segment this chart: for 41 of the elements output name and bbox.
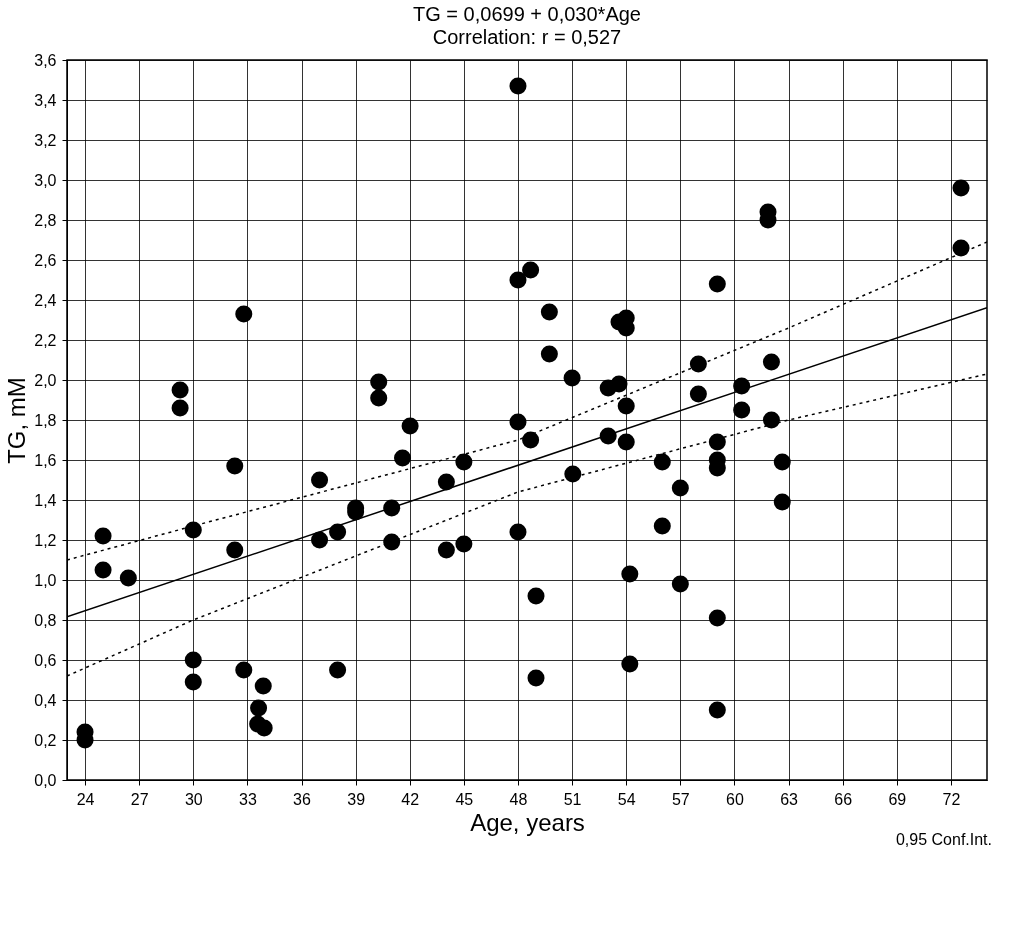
y-axis-title: TG, mM bbox=[3, 377, 31, 464]
y-tick-label: 2,8 bbox=[34, 211, 57, 229]
x-tick-label: 63 bbox=[780, 790, 799, 808]
chart-subtitle: Correlation: r = 0,527 bbox=[432, 26, 622, 48]
x-tick-label: 39 bbox=[347, 790, 366, 808]
y-tick-label: 2,2 bbox=[34, 331, 57, 349]
y-tick-label: 3,0 bbox=[34, 171, 57, 189]
y-tick-label: 0,4 bbox=[34, 691, 57, 709]
x-tick-label: 30 bbox=[184, 790, 203, 808]
y-tick-label: 1,6 bbox=[34, 451, 57, 469]
y-tick-label: 0,8 bbox=[34, 611, 57, 629]
y-tick-label: 1,2 bbox=[34, 531, 57, 549]
y-tick-label: 0,2 bbox=[34, 731, 57, 749]
x-tick-label: 66 bbox=[834, 790, 853, 808]
x-tick-label: 24 bbox=[76, 790, 95, 808]
x-tick-label: 48 bbox=[509, 790, 528, 808]
x-tick-label: 60 bbox=[726, 790, 744, 808]
text: 0,95 Conf.Int. bbox=[895, 831, 992, 848]
x-tick-label: 42 bbox=[401, 790, 420, 808]
x-tick-label: 36 bbox=[293, 790, 312, 808]
x-tick-label: 45 bbox=[455, 790, 474, 808]
x-tick-label: 72 bbox=[942, 790, 961, 808]
y-tick-label: 1,4 bbox=[34, 491, 57, 509]
x-tick-label: 51 bbox=[563, 790, 582, 808]
y-tick-label: 3,2 bbox=[34, 131, 57, 149]
y-tick-label: 2,6 bbox=[34, 251, 57, 269]
y-tick-label: 2,4 bbox=[34, 291, 57, 309]
y-tick-label: 3,6 bbox=[34, 51, 57, 69]
x-tick-label: 69 bbox=[888, 790, 907, 808]
chart-title: TG = 0,0699 + 0,030*Age bbox=[413, 3, 641, 25]
y-tick-label: 2,0 bbox=[34, 371, 57, 389]
y-tick-label: 0,0 bbox=[34, 771, 57, 789]
y-tick-label: 1,8 bbox=[34, 411, 57, 429]
x-tick-label: 57 bbox=[671, 790, 690, 808]
y-tick-label: 3,4 bbox=[34, 91, 57, 109]
x-tick-label: 54 bbox=[617, 790, 636, 808]
x-axis-title: Age, years bbox=[470, 808, 585, 836]
y-tick-label: 0,6 bbox=[34, 651, 57, 669]
y-tick-label: 1,0 bbox=[34, 571, 57, 589]
x-tick-label: 27 bbox=[130, 790, 149, 808]
x-tick-label: 33 bbox=[238, 790, 257, 808]
